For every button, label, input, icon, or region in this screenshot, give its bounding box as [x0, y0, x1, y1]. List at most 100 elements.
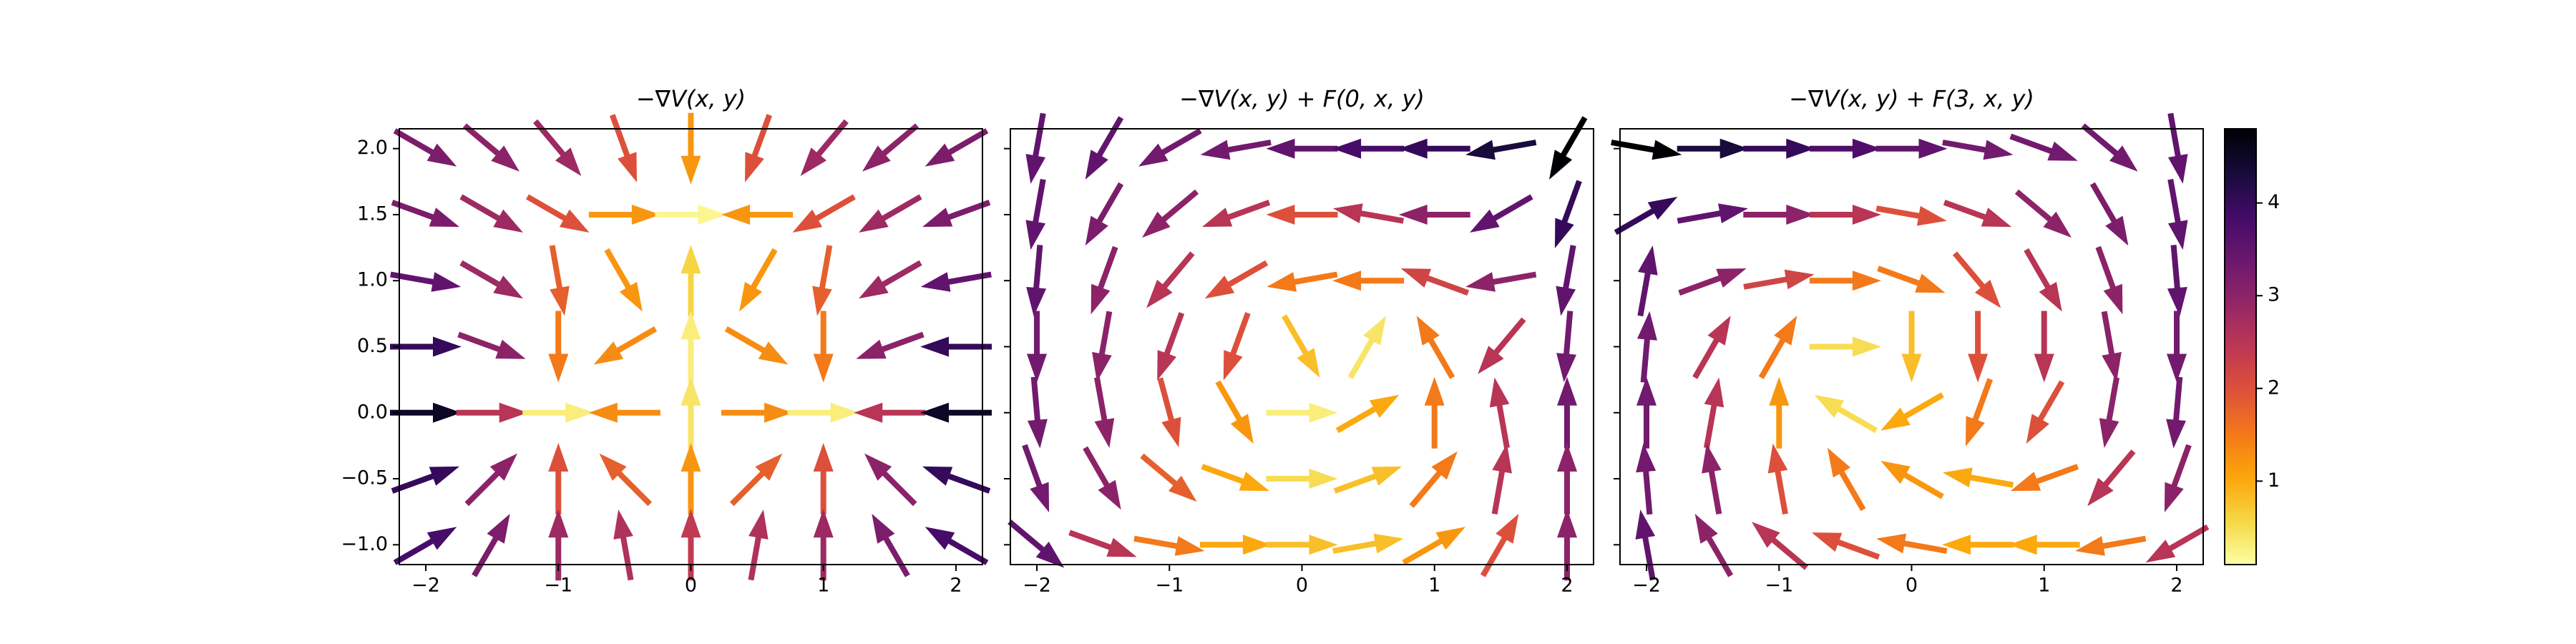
arrow: [813, 443, 834, 514]
arrow: [680, 509, 701, 581]
arrow: [393, 128, 457, 167]
arrow: [1966, 378, 1993, 447]
arrow: [1557, 376, 1577, 449]
arrow: [1876, 533, 1948, 554]
x-tick-label: 1: [1428, 575, 1440, 597]
arrow: [721, 402, 794, 423]
arrow: [1332, 533, 1404, 554]
arrow: [1557, 443, 1577, 514]
arrow: [1332, 270, 1405, 291]
arrow: [1809, 205, 1881, 225]
arrow: [1335, 394, 1400, 434]
arrow: [1133, 535, 1205, 556]
arrow: [792, 194, 856, 233]
arrow: [604, 248, 643, 312]
arrow: [1091, 245, 1118, 315]
arrow: [2167, 112, 2188, 184]
arrow: [457, 331, 526, 359]
arrow: [2081, 123, 2138, 172]
arrow: [862, 123, 919, 172]
x-tick-label: −1: [1765, 575, 1793, 597]
panel-title: −∇V(x, y) + F(0, x, y): [1179, 85, 1425, 112]
arrow: [1752, 522, 1809, 570]
arrow: [1465, 271, 1537, 292]
arrow: [1267, 271, 1338, 292]
arrow: [456, 402, 528, 423]
arrow: [864, 453, 917, 507]
arrow: [613, 509, 634, 581]
arrow: [748, 509, 769, 581]
arrow: [393, 527, 457, 565]
arrow: [1743, 269, 1815, 290]
arrow: [1769, 376, 1790, 449]
arrow: [1952, 251, 2001, 308]
y-tick-label: 1.0: [357, 269, 388, 291]
arrow: [2167, 245, 2187, 316]
arrow: [1424, 376, 1445, 449]
arrow: [1465, 140, 1537, 160]
arrow: [1814, 394, 1878, 434]
arrow: [2101, 311, 2122, 382]
arrow: [854, 402, 926, 423]
arrow: [610, 114, 637, 182]
arrow: [1704, 377, 1724, 449]
arrow: [1400, 268, 1470, 296]
arrow: [1901, 311, 1922, 383]
arrow: [1201, 464, 1269, 492]
arrow: [1266, 469, 1338, 489]
arrow: [745, 114, 772, 182]
arrow: [680, 443, 701, 514]
arrow: [2167, 311, 2187, 383]
x-tick-label: 2: [950, 575, 962, 597]
arrow: [390, 271, 462, 292]
arrow: [1142, 189, 1199, 238]
x-tick-label: 2: [2170, 575, 2182, 597]
arrow: [813, 509, 834, 581]
arrow: [1489, 377, 1510, 449]
arrow: [1614, 197, 1678, 235]
arrow: [1875, 205, 1947, 226]
arrow: [391, 466, 459, 494]
x-tick-label: −2: [1632, 575, 1661, 597]
x-tick-label: 2: [1561, 575, 1573, 597]
colorbar-tick-label: 1: [2268, 469, 2280, 492]
arrow: [1347, 316, 1387, 379]
arrow: [2095, 245, 2123, 315]
arrow: [1556, 311, 1576, 383]
arrow: [2008, 535, 2080, 555]
arrow: [2014, 189, 2072, 238]
arrow: [680, 245, 701, 317]
arrow: [729, 453, 783, 507]
colorbar-tick-label: 3: [2268, 284, 2280, 306]
arrow: [464, 453, 517, 507]
arrow: [1201, 200, 1271, 228]
arrow: [1694, 514, 1734, 577]
arrow: [721, 205, 794, 225]
arrow: [1333, 466, 1402, 494]
arrow: [922, 200, 991, 228]
arrow: [1085, 182, 1124, 246]
y-tick-label: −1.0: [341, 533, 388, 555]
arrow: [1157, 312, 1185, 381]
arrow: [548, 509, 569, 581]
arrow: [1146, 251, 1195, 308]
arrow: [2034, 311, 2054, 383]
arrow: [1266, 535, 1338, 555]
arrow: [1557, 509, 1577, 581]
x-tick-label: 0: [1296, 575, 1308, 597]
arrow: [1880, 461, 1944, 499]
colorbar: [2224, 128, 2257, 565]
arrow: [924, 527, 989, 565]
arrow: [1332, 203, 1404, 224]
arrow: [1677, 203, 1748, 224]
arrow: [1943, 200, 2012, 228]
arrow: [1094, 376, 1115, 448]
arrow: [680, 112, 701, 185]
arrow: [787, 402, 859, 423]
arrow: [1549, 116, 1588, 180]
panel-title: −∇V(x, y): [636, 85, 746, 112]
arrow: [1968, 311, 1989, 383]
arrow: [2010, 464, 2079, 492]
arrow: [1085, 116, 1124, 180]
arrow: [1809, 138, 1881, 159]
